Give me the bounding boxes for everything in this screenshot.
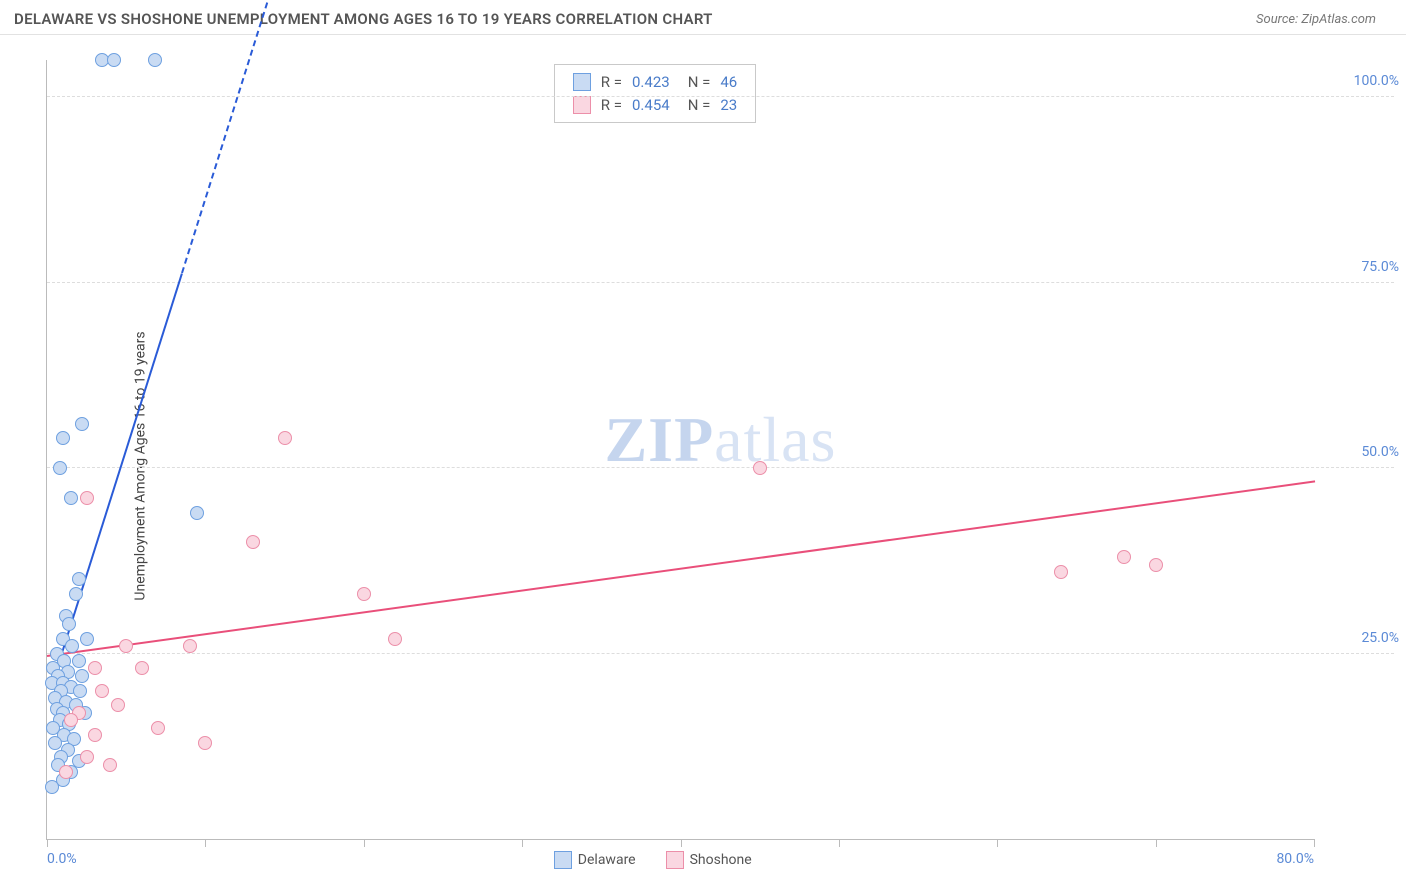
data-point	[45, 780, 59, 794]
trendline	[47, 480, 1315, 657]
data-point	[1054, 565, 1068, 579]
legend-item-delaware: Delaware	[554, 851, 636, 869]
data-point	[72, 572, 86, 586]
x-tick	[522, 839, 523, 847]
data-point	[151, 721, 165, 735]
data-point	[388, 632, 402, 646]
x-tick	[681, 839, 682, 847]
trendline-dashed	[181, 0, 286, 274]
data-point	[88, 661, 102, 675]
data-point	[75, 417, 89, 431]
data-point	[80, 632, 94, 646]
x-tick	[1156, 839, 1157, 847]
data-point	[111, 698, 125, 712]
data-point	[753, 461, 767, 475]
data-point	[75, 669, 89, 683]
r-value-delaware: 0.423	[632, 71, 670, 94]
data-point	[107, 53, 121, 67]
data-point	[73, 684, 87, 698]
data-point	[1117, 550, 1131, 564]
data-point	[80, 491, 94, 505]
x-tick	[47, 839, 48, 847]
data-point	[80, 750, 94, 764]
x-tick	[205, 839, 206, 847]
data-point	[357, 587, 371, 601]
watermark: ZIPatlas	[604, 403, 836, 477]
y-tick-label: 25.0%	[1319, 630, 1399, 646]
legend-item-shoshone: Shoshone	[666, 851, 752, 869]
data-point	[119, 639, 133, 653]
y-tick-label: 75.0%	[1319, 259, 1399, 275]
x-tick	[997, 839, 998, 847]
x-tick-label: 0.0%	[47, 851, 77, 867]
stats-legend-box: R = 0.423 N = 46 R = 0.454 N = 23	[554, 64, 756, 123]
x-tick	[364, 839, 365, 847]
swatch-delaware	[573, 73, 591, 91]
source-label: Source: ZipAtlas.com	[1256, 12, 1376, 27]
chart-container: Unemployment Among Ages 16 to 19 years Z…	[0, 40, 1406, 892]
swatch-shoshone-icon	[666, 851, 684, 869]
n-value-delaware: 46	[720, 71, 737, 94]
gridline-h	[47, 282, 1394, 283]
data-point	[103, 758, 117, 772]
data-point	[1149, 558, 1163, 572]
data-point	[135, 661, 149, 675]
data-point	[190, 506, 204, 520]
plot-area: ZIPatlas R = 0.423 N = 46 R = 0.454 N = …	[46, 60, 1314, 840]
y-tick-label: 50.0%	[1319, 444, 1399, 460]
x-tick-label: 80.0%	[1276, 851, 1314, 867]
gridline-h	[47, 653, 1394, 654]
x-tick	[1314, 839, 1315, 847]
x-tick	[839, 839, 840, 847]
data-point	[65, 639, 79, 653]
bottom-legend: Delaware Shoshone	[554, 851, 752, 869]
gridline-h	[47, 96, 1394, 97]
data-point	[148, 53, 162, 67]
data-point	[183, 639, 197, 653]
data-point	[69, 587, 83, 601]
data-point	[62, 617, 76, 631]
y-tick-label: 100.0%	[1319, 73, 1399, 89]
swatch-shoshone	[573, 96, 591, 114]
data-point	[59, 765, 73, 779]
data-point	[246, 535, 260, 549]
swatch-delaware-icon	[554, 851, 572, 869]
data-point	[72, 654, 86, 668]
data-point	[53, 461, 67, 475]
data-point	[88, 728, 102, 742]
trendline	[54, 273, 183, 675]
data-point	[64, 491, 78, 505]
data-point	[198, 736, 212, 750]
gridline-h	[47, 467, 1394, 468]
data-point	[278, 431, 292, 445]
chart-title: DELAWARE VS SHOSHONE UNEMPLOYMENT AMONG …	[14, 10, 713, 28]
stats-row-delaware: R = 0.423 N = 46	[573, 71, 737, 94]
data-point	[56, 431, 70, 445]
data-point	[95, 684, 109, 698]
data-point	[64, 713, 78, 727]
